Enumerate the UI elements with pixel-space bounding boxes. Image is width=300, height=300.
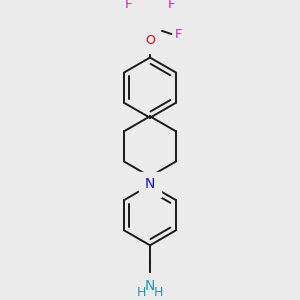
Text: F: F (168, 0, 175, 11)
Text: O: O (145, 34, 155, 47)
Text: F: F (175, 28, 182, 40)
Text: H: H (154, 286, 163, 299)
Text: N: N (145, 279, 155, 293)
Text: H: H (137, 286, 146, 299)
Text: F: F (125, 0, 132, 11)
Text: N: N (145, 177, 155, 191)
